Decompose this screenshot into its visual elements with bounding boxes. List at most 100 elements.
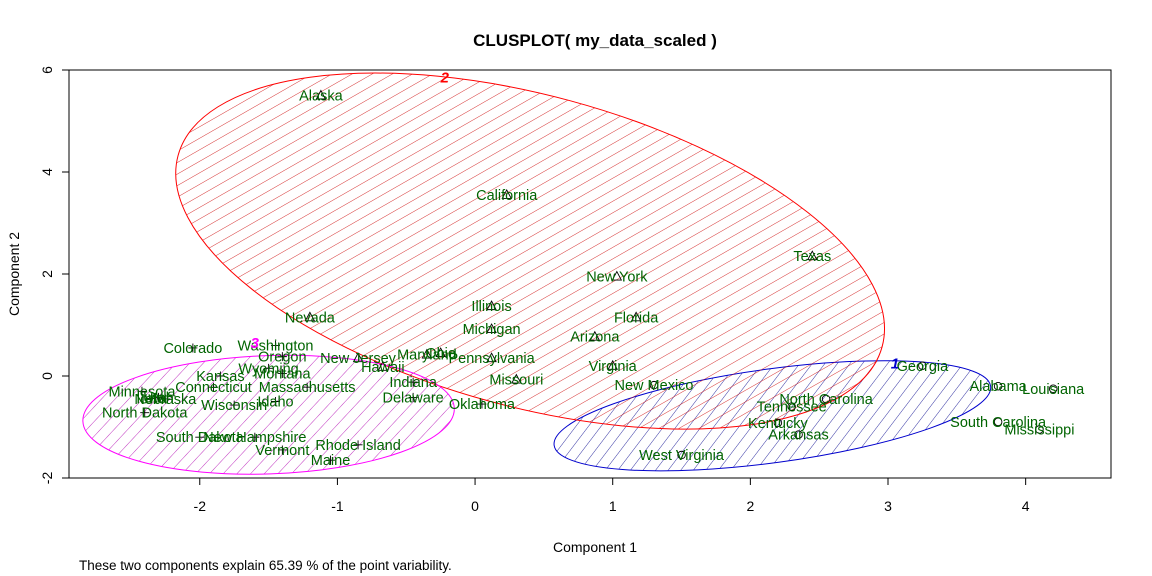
point-marker [421, 348, 433, 359]
point-marker [486, 300, 497, 311]
point-marker [264, 363, 274, 373]
point-label: Arizona [570, 330, 620, 346]
point-marker [140, 408, 150, 418]
x-tick-label: 0 [471, 498, 479, 514]
point-marker [435, 347, 446, 357]
y-axis: -2 0 2 4 6 [39, 66, 70, 485]
point-marker [209, 382, 219, 392]
point-marker [250, 432, 260, 442]
point-label: West Virginia [639, 448, 725, 464]
point-marker [501, 188, 512, 199]
point-label: Hawaii [361, 360, 405, 376]
point-marker [277, 352, 287, 362]
y-tick-label: 2 [39, 270, 55, 278]
point-marker [277, 368, 287, 378]
point-label: Utah [143, 390, 174, 406]
point-label: Kentucky [748, 416, 808, 432]
point-marker [270, 340, 280, 350]
point-label: Ohio [425, 346, 456, 362]
variability-caption: These two components explain 65.39 % of … [79, 558, 452, 573]
point-marker [195, 432, 205, 442]
point-marker [787, 402, 796, 411]
point-marker [215, 371, 225, 381]
point-label: South Carolina [950, 415, 1047, 431]
point-marker [486, 352, 497, 363]
x-tick-label: 2 [746, 498, 754, 514]
point-marker [353, 440, 363, 450]
point-marker [993, 381, 1003, 391]
point-marker [821, 394, 831, 404]
point-marker [511, 373, 522, 384]
x-axis: -2 -1 0 1 2 3 4 [194, 477, 1030, 514]
point-marker [408, 377, 418, 387]
point-label: Delaware [382, 390, 443, 406]
point-marker [477, 399, 487, 409]
point-label: Kansas [196, 369, 244, 385]
point-label: South Dakota [156, 430, 245, 446]
point-marker [918, 361, 927, 371]
point-label: Montana [254, 366, 311, 382]
point-marker [188, 343, 198, 353]
point-labels: Alabama Alaska Arizona Arkansas California Co… [102, 89, 1085, 470]
point-label: Connecticut [175, 380, 252, 396]
point-label: Wisconsin [201, 398, 267, 414]
point-marker [302, 382, 312, 392]
point-marker [630, 311, 642, 322]
point-label: Arkansas [768, 428, 828, 444]
point-markers [137, 89, 1058, 465]
cluster-id-label: 2 [440, 70, 450, 87]
point-label: Wyoming [238, 361, 298, 377]
point-marker [270, 397, 280, 406]
point-marker [677, 450, 686, 460]
point-label: Florida [614, 310, 659, 326]
chart-title: CLUSPLOT( my_data_scaled ) [473, 31, 717, 50]
point-label: Mississippi [1004, 423, 1074, 439]
point-label: Indiana [389, 375, 438, 391]
point-label: Alaska [299, 89, 343, 105]
point-label: Washington [237, 338, 313, 354]
point-marker [326, 455, 336, 465]
point-label: Virginia [589, 359, 638, 375]
point-label: North Carolina [779, 392, 873, 408]
x-axis-label: Component 1 [553, 539, 637, 555]
point-label: North Dakota [102, 406, 188, 422]
point-label: New Mexico [615, 378, 694, 394]
cluster-id-label: 1 [891, 355, 899, 372]
point-marker [304, 311, 316, 322]
point-marker [1035, 425, 1044, 434]
point-label: Illinois [471, 299, 511, 315]
point-marker [1048, 384, 1058, 394]
x-tick-label: -2 [194, 498, 207, 514]
point-marker [137, 386, 147, 396]
point-label: Massachusetts [259, 380, 356, 396]
y-axis-label: Component 2 [6, 232, 22, 316]
point-label: Idaho [257, 395, 293, 411]
point-marker [315, 89, 327, 100]
point-label: Pennsylvania [448, 351, 535, 367]
point-label: Maryland [397, 348, 457, 364]
point-marker [160, 394, 170, 404]
cluster-ellipses [82, 72, 992, 475]
point-marker [993, 417, 1003, 427]
point-label: Alabama [970, 379, 1028, 395]
point-marker [486, 323, 497, 334]
point-label: Missouri [489, 373, 543, 389]
point-label: Louisiana [1022, 382, 1085, 398]
point-marker [408, 392, 418, 402]
y-tick-label: -2 [39, 472, 55, 485]
point-label: Oregon [258, 350, 306, 366]
x-tick-label: 4 [1022, 498, 1030, 514]
point-label: New York [586, 270, 648, 286]
point-marker [147, 393, 157, 403]
point-label: Texas [793, 249, 831, 265]
point-label: Vermont [255, 443, 309, 459]
point-label: Oklahoma [449, 397, 516, 413]
y-tick-label: 4 [39, 168, 55, 176]
point-marker [229, 400, 239, 410]
y-tick-label: 6 [39, 66, 55, 74]
point-label: Nevada [285, 310, 336, 326]
cluster-labels: 1 2 3 [251, 70, 899, 373]
cluster-id-label: 3 [251, 335, 260, 352]
point-marker [589, 330, 601, 341]
cluster-ellipse-2 [175, 72, 885, 430]
